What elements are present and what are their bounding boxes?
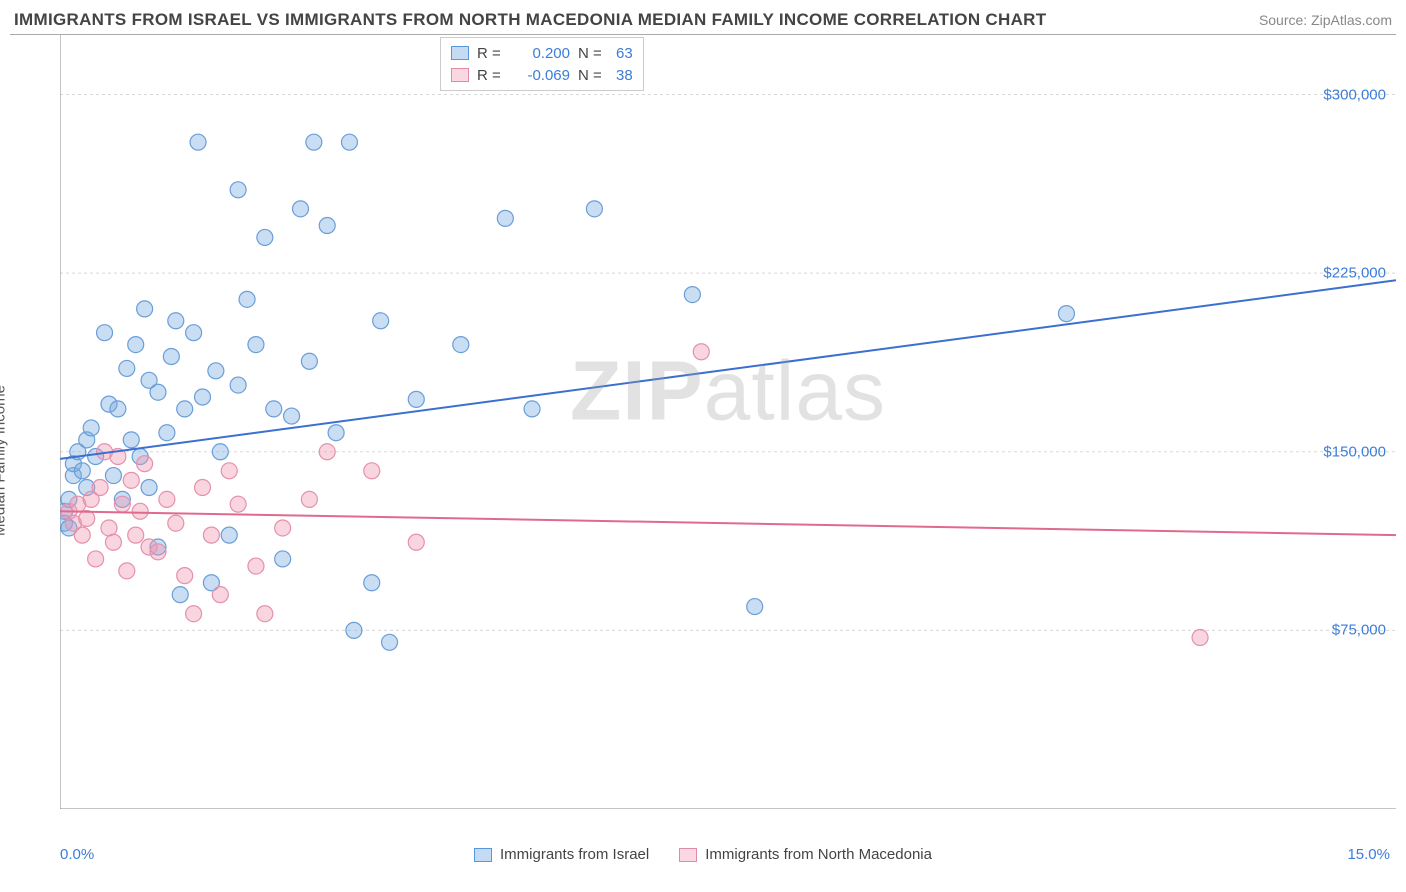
r-value-0: 0.200 (515, 45, 570, 62)
n-label: N = (578, 45, 608, 62)
n-value-1: 38 (616, 67, 633, 84)
stats-row-series-1: R = -0.069 N = 38 (451, 64, 633, 86)
chart-title: IMMIGRANTS FROM ISRAEL VS IMMIGRANTS FRO… (14, 10, 1046, 30)
stats-row-series-0: R = 0.200 N = 63 (451, 42, 633, 64)
r-label: R = (477, 67, 507, 84)
legend-item-0: Immigrants from Israel (474, 846, 649, 863)
r-label: R = (477, 45, 507, 62)
swatch-blue-icon (451, 46, 469, 60)
legend-label-0: Immigrants from Israel (500, 846, 649, 863)
swatch-pink-icon (451, 68, 469, 82)
y-axis-label: Median Family Income (0, 385, 9, 536)
swatch-pink-icon (679, 848, 697, 862)
y-tick-label: $300,000 (1323, 86, 1386, 103)
legend-item-1: Immigrants from North Macedonia (679, 846, 932, 863)
bottom-legend: Immigrants from Israel Immigrants from N… (10, 846, 1396, 863)
stats-legend-box: R = 0.200 N = 63 R = -0.069 N = 38 (440, 37, 644, 91)
scatter-plot (60, 35, 1396, 809)
plot-area: ZIPatlas $75,000$150,000$225,000$300,000 (60, 35, 1396, 809)
legend-label-1: Immigrants from North Macedonia (705, 846, 932, 863)
y-tick-label: $150,000 (1323, 443, 1386, 460)
n-value-0: 63 (616, 45, 633, 62)
y-tick-label: $75,000 (1332, 622, 1386, 639)
swatch-blue-icon (474, 848, 492, 862)
chart-container: Median Family Income ZIPatlas $75,000$15… (10, 34, 1396, 869)
y-tick-label: $225,000 (1323, 265, 1386, 282)
n-label: N = (578, 67, 608, 84)
chart-source: Source: ZipAtlas.com (1259, 12, 1392, 28)
r-value-1: -0.069 (515, 67, 570, 84)
chart-header: IMMIGRANTS FROM ISRAEL VS IMMIGRANTS FRO… (10, 10, 1396, 34)
